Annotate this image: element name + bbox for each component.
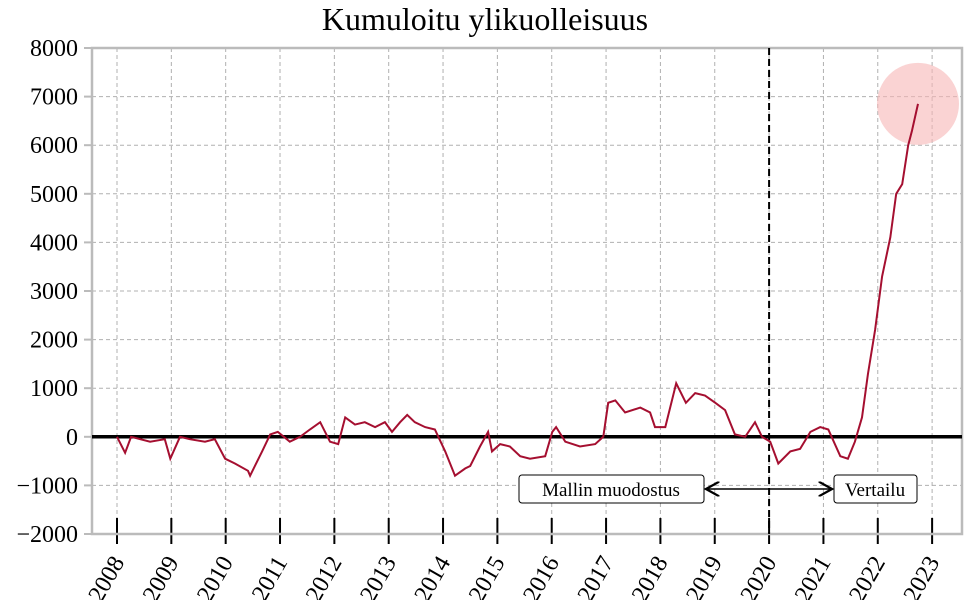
y-tick-label: −1000 — [16, 473, 78, 499]
x-tick-label: 2016 — [518, 552, 565, 600]
x-tick-label: 2013 — [355, 552, 402, 600]
x-tick-label: 2018 — [627, 552, 674, 600]
x-tick-label: 2010 — [192, 552, 239, 600]
y-tick-label: 5000 — [30, 182, 78, 208]
chart-title: Kumuloitu ylikuolleisuus — [322, 1, 648, 37]
data-line — [116, 103, 919, 479]
annotation: Mallin muodostus — [542, 480, 680, 501]
x-tick-label: 2020 — [736, 552, 783, 600]
x-tick-label: 2021 — [790, 552, 837, 600]
y-tick-label: 1000 — [30, 376, 78, 402]
annotation: Vertailu — [845, 480, 906, 501]
x-tick-label: 2017 — [573, 552, 620, 600]
x-tick-label: 2022 — [844, 552, 891, 600]
y-tick-label: −2000 — [16, 522, 78, 548]
annotation-box — [833, 474, 918, 504]
x-tick-label: 2012 — [301, 552, 348, 600]
x-tick-label: 2015 — [464, 552, 511, 600]
x-tick-label: 2023 — [899, 552, 946, 600]
y-tick-label: 0 — [66, 425, 78, 451]
x-tick-label: 2014 — [410, 552, 457, 600]
y-tick-label: 2000 — [30, 328, 78, 354]
x-tick-label: 2009 — [138, 552, 185, 600]
y-tick-label: 6000 — [30, 133, 78, 159]
x-tick-label: 2008 — [84, 552, 131, 600]
annotation-box — [518, 474, 705, 504]
y-tick-label: 4000 — [30, 230, 78, 256]
y-tick-label: 8000 — [30, 36, 78, 62]
x-tick-label: 2011 — [247, 552, 293, 600]
y-tick-label: 3000 — [30, 279, 78, 305]
plot-frame — [90, 46, 964, 536]
x-tick-label: 2019 — [681, 552, 728, 600]
highlight-circle — [876, 62, 959, 145]
y-tick-label: 7000 — [30, 85, 78, 111]
